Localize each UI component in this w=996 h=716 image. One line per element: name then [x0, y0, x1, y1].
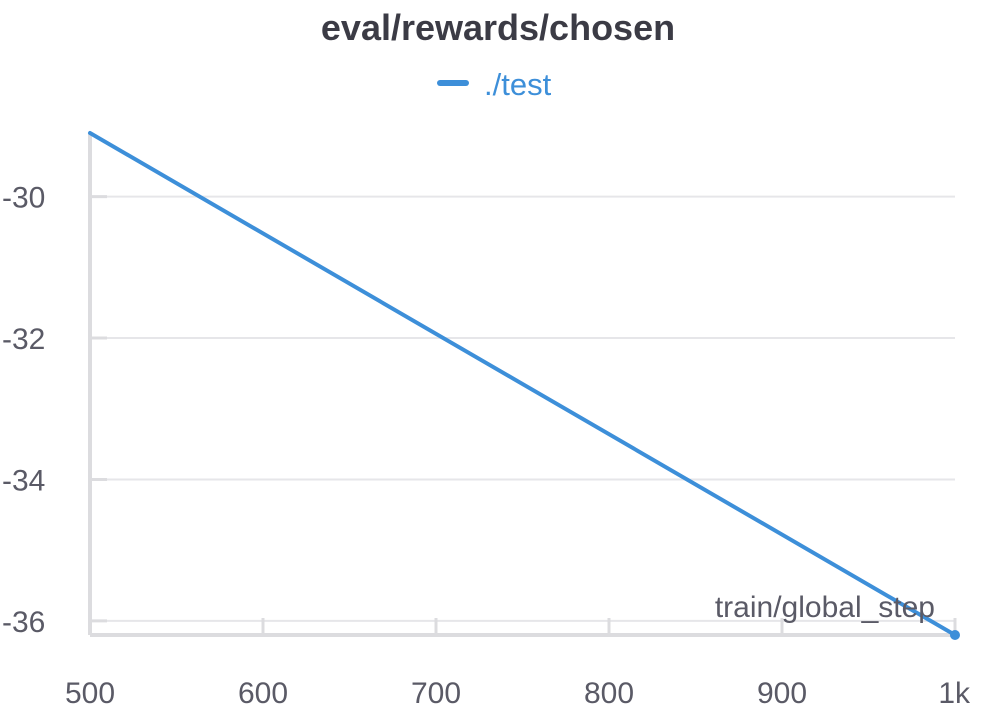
- y-tick-label: -30: [2, 182, 45, 215]
- y-tick-label: -34: [2, 464, 45, 497]
- tick-labels: -30 -32 -34 -36 500 600 700 800 900 1k: [2, 182, 971, 710]
- series: [88, 131, 960, 640]
- gridlines: [90, 195, 955, 622]
- y-tick-label: -32: [2, 323, 45, 356]
- x-tick-label: 500: [65, 677, 115, 710]
- axes: [88, 133, 957, 637]
- x-axis-label: train/global_step: [715, 591, 935, 624]
- x-tick-label: 600: [238, 677, 288, 710]
- x-tick-label: 900: [757, 677, 807, 710]
- chart-title: eval/rewards/chosen: [321, 7, 675, 48]
- legend[interactable]: ./test: [437, 67, 552, 102]
- legend-label: ./test: [484, 67, 552, 102]
- series-end-point[interactable]: [950, 630, 960, 640]
- y-tick-label: -36: [2, 606, 45, 639]
- x-tick-label: 700: [411, 677, 461, 710]
- x-tick-label: 1k: [938, 677, 971, 710]
- series-line[interactable]: [88, 131, 957, 637]
- x-tick-label: 800: [584, 677, 634, 710]
